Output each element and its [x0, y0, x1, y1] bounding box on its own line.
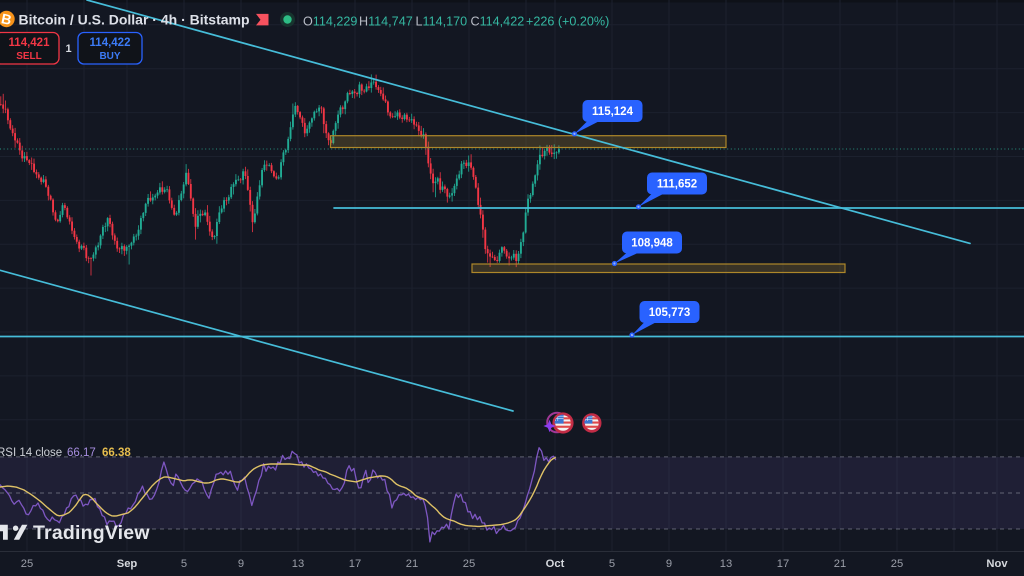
- svg-text:66.17: 66.17: [67, 447, 96, 459]
- svg-text:115,124: 115,124: [592, 106, 634, 118]
- svg-text:H114,747: H114,747: [359, 15, 413, 29]
- svg-text:C114,422: C114,422: [471, 15, 525, 29]
- svg-text:TradingView: TradingView: [33, 522, 150, 544]
- svg-text:25: 25: [21, 558, 33, 570]
- svg-text:25: 25: [463, 558, 475, 570]
- svg-text:9: 9: [238, 558, 244, 570]
- svg-text:13: 13: [292, 558, 304, 570]
- svg-text:111,652: 111,652: [657, 179, 697, 191]
- svg-text:BUY: BUY: [99, 51, 120, 62]
- svg-text:O114,229: O114,229: [303, 15, 357, 29]
- svg-text:114,421: 114,421: [9, 37, 51, 49]
- svg-text:B: B: [0, 10, 13, 28]
- svg-text:SELL: SELL: [16, 51, 42, 62]
- svg-text:21: 21: [406, 558, 418, 570]
- svg-text:1: 1: [65, 43, 71, 55]
- svg-text:Bitcoin / U.S. Dollar · 4h · B: Bitcoin / U.S. Dollar · 4h · Bitstamp: [19, 12, 250, 28]
- svg-text:5: 5: [181, 558, 187, 570]
- svg-text:21: 21: [834, 558, 846, 570]
- svg-text:+226 (+0.20%): +226 (+0.20%): [526, 15, 609, 29]
- svg-text:Nov: Nov: [986, 558, 1008, 570]
- svg-text:105,773: 105,773: [649, 307, 691, 319]
- svg-text:25: 25: [891, 558, 903, 570]
- svg-text:13: 13: [720, 558, 732, 570]
- svg-text:RSI 14 close: RSI 14 close: [0, 447, 62, 459]
- svg-text:Sep: Sep: [117, 558, 138, 570]
- svg-text:17: 17: [777, 558, 789, 570]
- svg-text:114,422: 114,422: [90, 37, 131, 49]
- svg-text:Oct: Oct: [546, 558, 565, 570]
- svg-text:108,948: 108,948: [631, 238, 673, 250]
- svg-text:5: 5: [609, 558, 615, 570]
- svg-text:L114,170: L114,170: [416, 15, 468, 29]
- svg-text:9: 9: [666, 558, 672, 570]
- svg-text:66.38: 66.38: [102, 447, 131, 459]
- svg-text:17: 17: [349, 558, 361, 570]
